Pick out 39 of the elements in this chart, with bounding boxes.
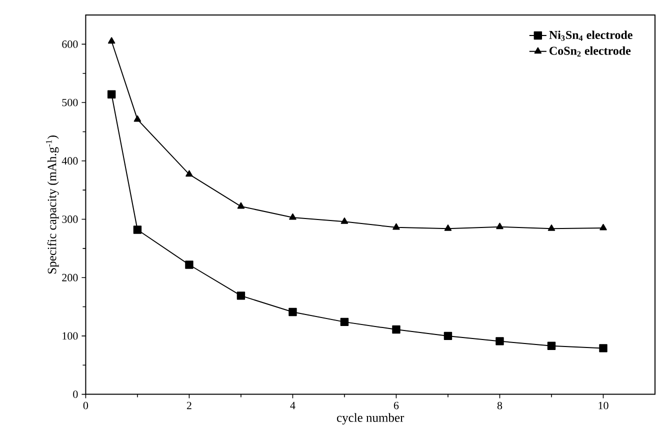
y-tick-label: 200 — [62, 274, 78, 282]
x-tick-label: 4 — [290, 402, 296, 410]
point — [392, 223, 400, 230]
point — [340, 318, 349, 326]
legend-label: Ni$_{3}$Sn$_{4}$ electrode — [549, 30, 632, 41]
point — [444, 224, 452, 231]
point — [107, 90, 116, 98]
point — [496, 337, 504, 346]
point — [288, 308, 297, 316]
y-tick-label: 400 — [62, 157, 78, 165]
x-tick-label: 6 — [394, 402, 399, 410]
x-tick-label: 10 — [598, 402, 608, 410]
point — [496, 222, 504, 230]
point — [236, 292, 246, 300]
y-tick-label: 100 — [62, 332, 78, 340]
y-tick-label: 600 — [62, 40, 78, 48]
point — [108, 37, 116, 44]
point — [186, 170, 193, 177]
x-tick-label: 2 — [186, 402, 192, 410]
point — [289, 213, 296, 220]
point — [599, 344, 608, 352]
y-axis-title: Specific capacity (mAh.g$^{-1}$) — [46, 136, 59, 274]
x-axis-title: cycle number — [336, 413, 404, 424]
point — [548, 224, 556, 231]
point — [444, 332, 452, 340]
x-tick-label: 8 — [497, 402, 502, 410]
y-tick-label: 0 — [73, 390, 78, 398]
legend-label: CoSn$_{2}$ electrode — [550, 46, 631, 57]
point — [340, 217, 348, 224]
x-tick-label: 0 — [83, 402, 88, 410]
point — [185, 260, 194, 269]
y-tick-label: 500 — [62, 98, 78, 106]
y-tick-label: 300 — [62, 216, 78, 223]
point — [547, 342, 556, 350]
point — [134, 115, 142, 122]
point — [237, 202, 245, 209]
point — [392, 325, 400, 334]
point — [133, 226, 142, 234]
point — [600, 224, 607, 230]
